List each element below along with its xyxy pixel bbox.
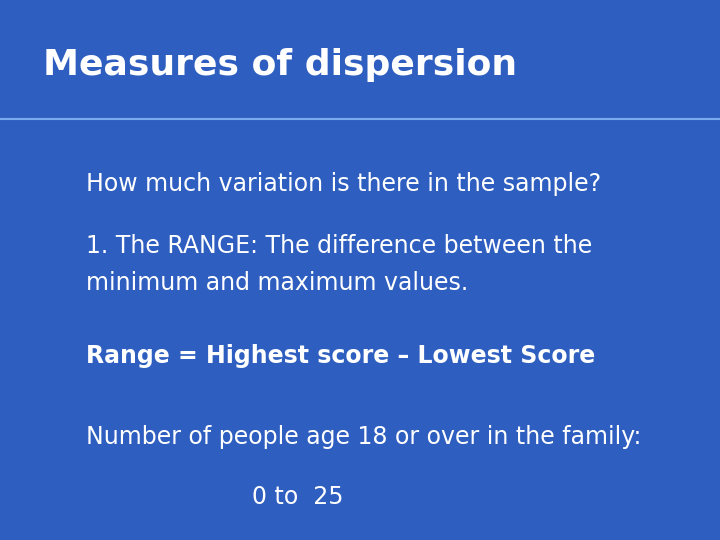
Text: How much variation is there in the sample?: How much variation is there in the sampl… [86,172,601,195]
Text: 1. The RANGE: The difference between the: 1. The RANGE: The difference between the [86,234,593,258]
Text: Measures of dispersion: Measures of dispersion [43,48,518,82]
Text: minimum and maximum values.: minimum and maximum values. [86,272,469,295]
Text: Number of people age 18 or over in the family:: Number of people age 18 or over in the f… [86,426,642,449]
Text: 0 to  25: 0 to 25 [252,485,343,509]
Text: Range = Highest score – Lowest Score: Range = Highest score – Lowest Score [86,345,595,368]
